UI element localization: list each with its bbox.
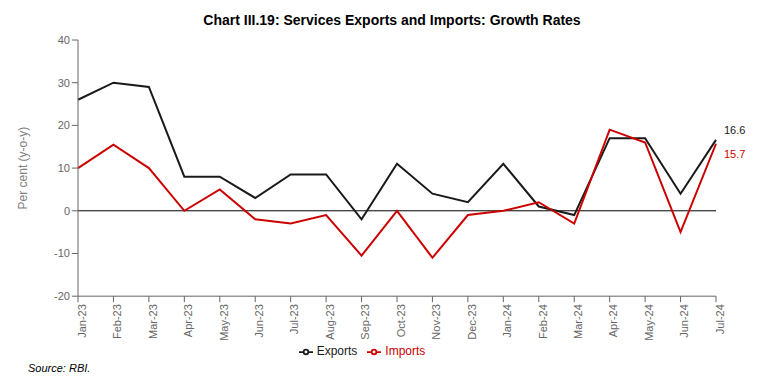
svg-text:Mar-23: Mar-23	[147, 304, 159, 339]
svg-text:Jun-23: Jun-23	[253, 304, 265, 338]
svg-text:Aug-23: Aug-23	[324, 304, 336, 339]
svg-text:Feb-24: Feb-24	[537, 304, 549, 339]
svg-text:-20: -20	[54, 290, 70, 302]
svg-text:Nov-23: Nov-23	[430, 304, 442, 339]
svg-text:May-23: May-23	[218, 304, 230, 341]
svg-text:Jul-23: Jul-23	[288, 304, 300, 334]
svg-text:Sep-23: Sep-23	[359, 304, 371, 339]
svg-text:15.7: 15.7	[724, 148, 745, 160]
svg-text:Apr-23: Apr-23	[182, 304, 194, 337]
html-text:Chart III.19: Services Exports: Chart III.19: Services Exports and Impor…	[203, 12, 581, 28]
svg-text:Jul-24: Jul-24	[714, 304, 726, 334]
svg-text:Mar-24: Mar-24	[572, 304, 584, 339]
svg-text:Per cent (y-o-y): Per cent (y-o-y)	[16, 127, 30, 210]
svg-text:0: 0	[64, 205, 70, 217]
svg-text:Jan-24: Jan-24	[501, 304, 513, 338]
html-text:Imports: Imports	[385, 344, 426, 359]
svg-text:16.6: 16.6	[724, 124, 745, 136]
svg-text:Apr-24: Apr-24	[607, 304, 619, 337]
svg-text:30: 30	[58, 77, 70, 89]
svg-text:20: 20	[58, 119, 70, 131]
svg-text:Oct-23: Oct-23	[395, 304, 407, 337]
svg-text:10: 10	[58, 162, 70, 174]
svg-text:-10: -10	[54, 247, 70, 259]
svg-text:40: 40	[58, 34, 70, 46]
html-text:Exports: Exports	[316, 344, 358, 359]
svg-text:Feb-23: Feb-23	[111, 304, 123, 339]
html-text:Source: RBI.: Source: RBI.	[28, 362, 91, 374]
svg-text:Jan-23: Jan-23	[76, 304, 88, 338]
svg-text:Dec-23: Dec-23	[466, 304, 478, 339]
svg-text:May-24: May-24	[643, 304, 655, 341]
svg-text:Jun-24: Jun-24	[678, 304, 690, 338]
